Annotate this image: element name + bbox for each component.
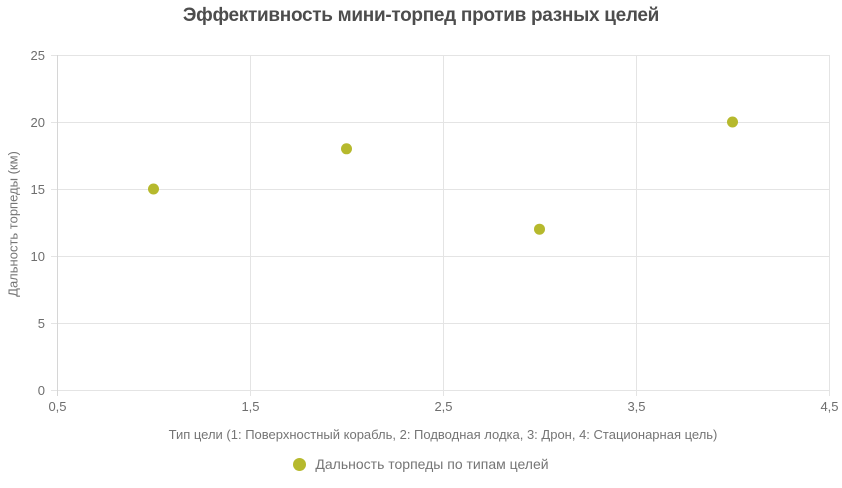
y-tick-label: 5 [38, 316, 45, 331]
y-tick-label: 20 [31, 115, 45, 130]
y-axis-label: Дальность торпеды (км) [5, 151, 21, 297]
data-point[interactable] [534, 223, 545, 235]
x-tick-label: 3,5 [627, 399, 645, 414]
data-point[interactable] [341, 143, 352, 155]
y-tick-label: 15 [31, 182, 45, 197]
chart-title: Эффективность мини-торпед против разных … [182, 5, 660, 26]
legend-label: Дальность торпеды по типам целей [315, 456, 549, 472]
data-point[interactable] [148, 183, 159, 195]
y-tick-label: 10 [31, 249, 45, 264]
x-axis-label: Тип цели (1: Поверхностный корабль, 2: П… [168, 427, 718, 442]
x-tick-label: 2,5 [434, 399, 452, 414]
y-tick-label: 25 [31, 48, 45, 63]
legend-marker-icon [293, 457, 307, 471]
x-tick-label: 4,5 [820, 399, 838, 414]
data-point[interactable] [727, 116, 738, 128]
y-tick-label: 0 [38, 383, 45, 398]
legend: Дальность торпеды по типам целей [0, 456, 842, 472]
x-tick-label: 1,5 [241, 399, 259, 414]
x-tick-label: 0,5 [48, 399, 66, 414]
